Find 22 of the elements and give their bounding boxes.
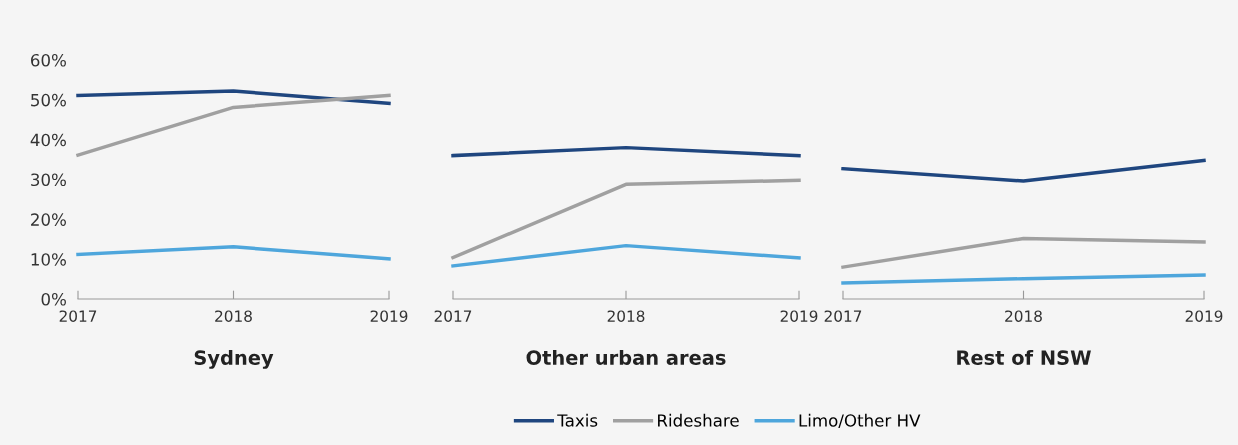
- x-tick-label: 2018: [1005, 310, 1042, 322]
- y-tick-label: 10%: [31, 253, 66, 266]
- x-tick-label: 2017: [434, 310, 472, 322]
- legend-label: Limo/Other HV: [799, 413, 921, 429]
- legend-label: Taxis: [557, 413, 598, 427]
- y-tick-label: 30%: [31, 173, 66, 187]
- text: Other urban areas: [526, 349, 726, 365]
- x-tick-label: 2019: [780, 310, 818, 322]
- x-tick-label: 2018: [215, 310, 252, 322]
- y-tick-label: 40%: [30, 133, 66, 147]
- text: Sydney: [194, 349, 274, 369]
- x-tick-label: 2017: [824, 310, 862, 322]
- y-tick-label: 20%: [31, 213, 66, 226]
- y-tick-label: 50%: [31, 93, 66, 107]
- x-tick-label: 2019: [370, 310, 408, 322]
- x-tick-label: 2017: [59, 310, 97, 322]
- x-tick-label: 2019: [1185, 310, 1223, 322]
- text: Rest of NSW: [957, 349, 1091, 365]
- y-tick-label: 60%: [31, 53, 66, 67]
- x-tick-label: 2018: [607, 310, 645, 322]
- y-tick-label: 0%: [41, 292, 66, 306]
- legend-label: Rideshare: [658, 413, 739, 427]
